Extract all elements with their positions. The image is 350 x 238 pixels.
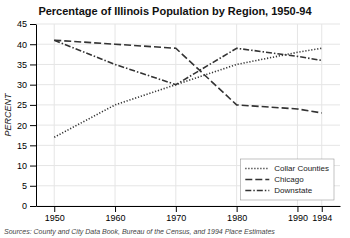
y-tick-label: 10: [17, 161, 27, 171]
x-tick-label: 1950: [45, 213, 65, 223]
grid-line-x: [175, 24, 176, 206]
y-tick-mark: [30, 44, 36, 45]
y-tick: 15: [17, 141, 36, 151]
y-tick-mark: [30, 24, 36, 25]
grid-line-x: [54, 24, 55, 206]
series-line: [54, 40, 322, 84]
grid-line-y: [36, 24, 340, 25]
y-tick: 35: [17, 60, 36, 70]
series-line: [54, 40, 322, 113]
y-tick-label: 0: [22, 201, 27, 211]
grid-line-y: [36, 84, 340, 85]
grid-line-y: [36, 206, 340, 207]
grid-line-x: [115, 24, 116, 206]
legend: Collar Counties Chicago Downstate: [240, 159, 334, 200]
x-tick: 1980: [227, 206, 247, 223]
x-tick-mark: [54, 206, 55, 212]
series-line: [54, 48, 322, 137]
legend-box: [240, 159, 334, 200]
grid-line-y: [36, 64, 340, 65]
legend-item: Chicago: [245, 175, 304, 184]
y-tick-label: 20: [17, 120, 27, 130]
x-tick-label: 1980: [227, 213, 247, 223]
y-tick: 5: [22, 181, 36, 191]
legend-swatch: [245, 168, 269, 170]
y-tick: 25: [17, 100, 36, 110]
grid-line-y: [36, 104, 340, 105]
y-tick-mark: [30, 85, 36, 86]
y-tick-mark: [30, 145, 36, 146]
y-tick-mark: [30, 186, 36, 187]
grid-line-x: [236, 24, 237, 206]
x-tick-label: 1994: [312, 213, 332, 223]
y-axis-line: [36, 25, 37, 207]
legend-swatch: [245, 190, 269, 192]
x-tick: 1960: [106, 206, 126, 223]
chart-svg: 1950 1960 1970 1980 1990 1994 0 5 10 15 20 25 30 35 40…: [0, 0, 350, 238]
y-tick-label: 15: [17, 141, 27, 151]
y-tick: 45: [17, 19, 36, 29]
plot-area: [54, 40, 322, 137]
y-tick: 20: [17, 120, 36, 130]
y-tick-mark: [30, 64, 36, 65]
legend-swatch: [245, 179, 269, 181]
y-tick-label: 40: [17, 40, 27, 50]
x-tick-label: 1960: [106, 213, 126, 223]
chart-title: Percentage of Illinois Population by Reg…: [38, 5, 312, 17]
legend-label: Downstate: [274, 186, 312, 195]
x-tick-mark: [115, 206, 116, 212]
y-tick: 0: [22, 201, 36, 211]
legend-item: Collar Counties: [245, 164, 329, 173]
x-axis-line: [37, 206, 341, 207]
x-tick-mark: [237, 206, 238, 212]
grid-line-y: [36, 145, 340, 146]
y-axis-title: PERCENT: [3, 92, 13, 137]
legend-label: Collar Counties: [274, 164, 329, 173]
x-tick: 1970: [166, 206, 186, 223]
y-tick: 30: [17, 80, 36, 90]
y-tick-mark: [30, 105, 36, 106]
y-tick-label: 25: [17, 100, 27, 110]
x-tick-mark: [322, 206, 323, 212]
y-tick: 40: [17, 40, 36, 50]
y-tick-mark: [30, 166, 36, 167]
y-axis: 0 5 10 15 20 25 30 35 40 45: [17, 19, 37, 211]
x-tick: 1990: [288, 206, 308, 223]
y-tick-label: 35: [17, 60, 27, 70]
x-tick-label: 1990: [288, 213, 308, 223]
x-tick-mark: [176, 206, 177, 212]
legend-item: Downstate: [245, 186, 312, 195]
source-note: Sources: County and City Data Book, Bure…: [4, 228, 275, 236]
y-tick-mark: [30, 206, 36, 207]
grid-line-y: [36, 44, 340, 45]
legend-label: Chicago: [274, 175, 304, 184]
y-tick-label: 45: [17, 19, 27, 29]
y-tick-mark: [30, 125, 36, 126]
x-axis: 1950 1960 1970 1980 1990 1994: [37, 206, 341, 223]
grid-line-y: [36, 125, 340, 126]
y-tick-label: 30: [17, 80, 27, 90]
y-tick: 10: [17, 161, 36, 171]
x-tick-label: 1970: [166, 213, 186, 223]
x-tick-mark: [297, 206, 298, 212]
grid: [36, 24, 340, 206]
x-tick: 1950: [45, 206, 65, 223]
y-tick-label: 5: [22, 181, 27, 191]
x-tick: 1994: [312, 206, 332, 223]
